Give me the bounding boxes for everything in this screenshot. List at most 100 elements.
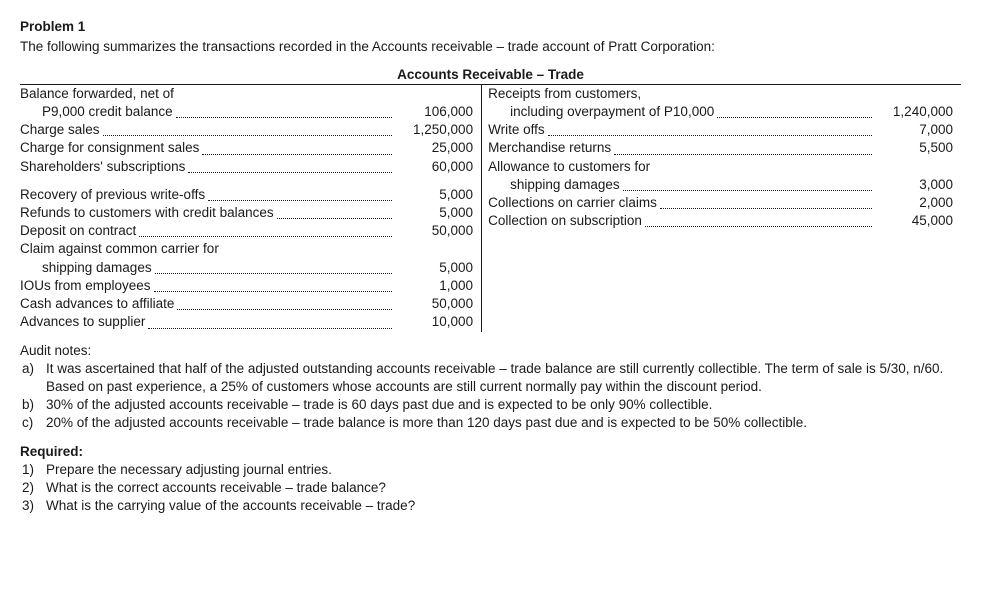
leader-dots [202, 154, 392, 155]
leader-dots [548, 135, 872, 136]
audit-note-item: a)It was ascertained that half of the ad… [22, 360, 961, 396]
debit-row: Refunds to customers with credit balance… [20, 204, 481, 222]
credit-label: Receipts from customers, [488, 85, 641, 103]
required-item: 3)What is the carrying value of the acco… [22, 497, 961, 515]
audit-note-item: c)20% of the adjusted accounts receivabl… [22, 414, 961, 432]
credit-row: Collection on subscription 45,000 [488, 212, 961, 230]
leader-dots [139, 236, 392, 237]
required-marker: 1) [22, 461, 46, 479]
required-text: What is the correct accounts receivable … [46, 479, 961, 497]
required-heading: Required: [20, 443, 961, 461]
credit-row: Collections on carrier claims 2,000 [488, 194, 961, 212]
debit-row: Recovery of previous write-offs 5,000 [20, 186, 481, 204]
debit-label: Shareholders' subscriptions [20, 158, 185, 176]
intro-text: The following summarizes the transaction… [20, 38, 961, 56]
debit-row: P9,000 credit balance 106,000 [20, 103, 481, 121]
credit-amount: 7,000 [875, 121, 961, 139]
debit-label: Advances to supplier [20, 313, 145, 331]
credit-label: Collections on carrier claims [488, 194, 657, 212]
credit-row: Merchandise returns 5,500 [488, 139, 961, 157]
debit-label: shipping damages [20, 259, 152, 277]
debit-row: Shareholders' subscriptions 60,000 [20, 158, 481, 176]
credit-label: Allowance to customers for [488, 158, 650, 176]
debit-label: Recovery of previous write-offs [20, 186, 205, 204]
debit-amount: 5,000 [395, 204, 481, 222]
leader-dots [717, 117, 872, 118]
required-item: 2)What is the correct accounts receivabl… [22, 479, 961, 497]
debit-row: Cash advances to affiliate50,000 [20, 295, 481, 313]
credit-label: Collection on subscription [488, 212, 642, 230]
credit-row: including overpayment of P10,000 1,240,00… [488, 103, 961, 121]
audit-note-marker: b) [22, 396, 46, 414]
leader-dots [660, 208, 872, 209]
required-text: What is the carrying value of the accoun… [46, 497, 961, 515]
credit-amount: 2,000 [875, 194, 961, 212]
leader-dots [176, 117, 392, 118]
required-item: 1)Prepare the necessary adjusting journa… [22, 461, 961, 479]
required-list: 1)Prepare the necessary adjusting journa… [22, 461, 961, 516]
leader-dots [645, 226, 872, 227]
required-text: Prepare the necessary adjusting journal … [46, 461, 961, 479]
debit-amount: 50,000 [395, 222, 481, 240]
credit-row: shipping damages 3,000 [488, 176, 961, 194]
credit-amount: 3,000 [875, 176, 961, 194]
ledger-title: Accounts Receivable – Trade [20, 66, 961, 84]
t-account: Balance forwarded, net ofP9,000 credit b… [20, 84, 961, 332]
debit-label: Deposit on contract [20, 222, 136, 240]
debit-label: Charge for consignment sales [20, 139, 199, 157]
audit-note-marker: a) [22, 360, 46, 396]
leader-dots [188, 172, 392, 173]
required-marker: 2) [22, 479, 46, 497]
credit-amount: 45,000 [875, 212, 961, 230]
debit-amount: 106,000 [395, 103, 481, 121]
debit-label: Balance forwarded, net of [20, 85, 174, 103]
debit-amount: 60,000 [395, 158, 481, 176]
credit-label: Merchandise returns [488, 139, 611, 157]
leader-dots [208, 200, 392, 201]
credit-label: including overpayment of P10,000 [488, 103, 714, 121]
credit-row: Receipts from customers, [488, 85, 961, 103]
debit-row: Balance forwarded, net of [20, 85, 481, 103]
leader-dots [154, 291, 393, 292]
audit-note-text: It was ascertained that half of the adju… [46, 360, 961, 396]
leader-dots [623, 190, 872, 191]
audit-note-item: b)30% of the adjusted accounts receivabl… [22, 396, 961, 414]
credit-row: Write offs 7,000 [488, 121, 961, 139]
debit-label: Charge sales [20, 121, 100, 139]
debit-label: IOUs from employees [20, 277, 151, 295]
debit-label: P9,000 credit balance [20, 103, 173, 121]
credit-amount: 1,240,000 [875, 103, 961, 121]
debit-amount: 1,000 [395, 277, 481, 295]
audit-notes-list: a)It was ascertained that half of the ad… [22, 360, 961, 433]
leader-dots [155, 273, 393, 274]
audit-notes-heading: Audit notes: [20, 342, 961, 360]
debit-row: Claim against common carrier for [20, 240, 481, 258]
leader-dots [148, 328, 392, 329]
debit-label: Cash advances to affiliate [20, 295, 174, 313]
leader-dots [614, 154, 872, 155]
credit-label: Write offs [488, 121, 545, 139]
debit-label: Claim against common carrier for [20, 240, 219, 258]
debit-row: shipping damages 5,000 [20, 259, 481, 277]
debit-amount: 25,000 [395, 139, 481, 157]
leader-dots [103, 135, 393, 136]
credit-column: Receipts from customers,including overpa… [481, 85, 961, 332]
credit-row: Allowance to customers for [488, 158, 961, 176]
debit-row: Charge for consignment sales 25,000 [20, 139, 481, 157]
debit-amount: 1,250,000 [395, 121, 481, 139]
debit-label: Refunds to customers with credit balance… [20, 204, 274, 222]
debit-row: Charge sales 1,250,000 [20, 121, 481, 139]
required-marker: 3) [22, 497, 46, 515]
debit-gap [20, 176, 481, 186]
audit-note-text: 30% of the adjusted accounts receivable … [46, 396, 961, 414]
credit-amount: 5,500 [875, 139, 961, 157]
problem-title: Problem 1 [20, 18, 961, 36]
debit-amount: 5,000 [395, 259, 481, 277]
debit-row: Deposit on contract 50,000 [20, 222, 481, 240]
credit-label: shipping damages [488, 176, 620, 194]
debit-amount: 10,000 [395, 313, 481, 331]
debit-amount: 5,000 [395, 186, 481, 204]
leader-dots [177, 309, 392, 310]
debit-column: Balance forwarded, net ofP9,000 credit b… [20, 85, 481, 332]
audit-note-text: 20% of the adjusted accounts receivable … [46, 414, 961, 432]
